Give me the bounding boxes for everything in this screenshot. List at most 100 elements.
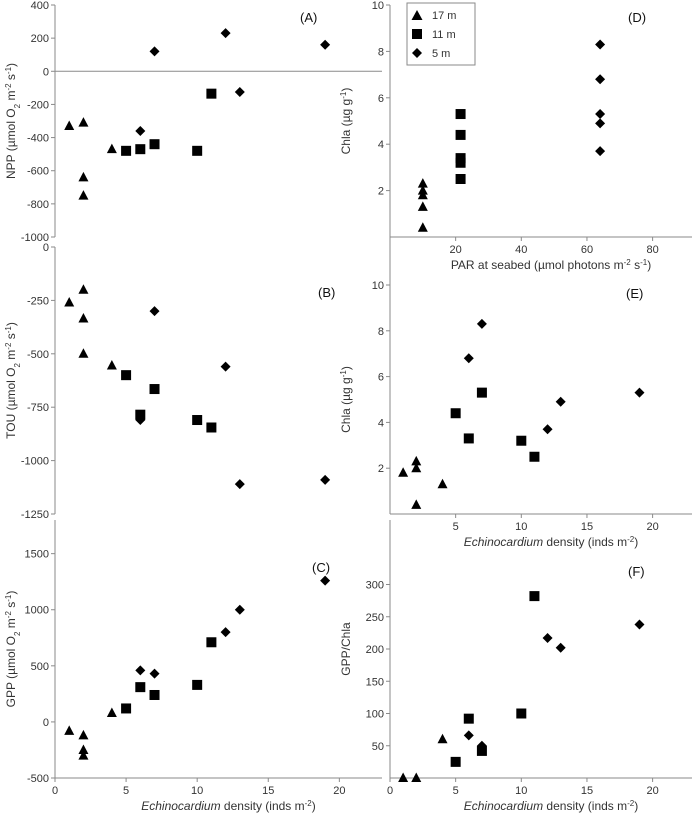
data-point-triangle [411, 462, 422, 473]
data-point-square [516, 435, 527, 446]
y-tick-label: 1500 [25, 549, 49, 561]
x-tick-label: 0 [52, 785, 58, 797]
data-point-triangle [78, 729, 89, 740]
x-tick-label: 10 [515, 521, 527, 533]
data-point-diamond [234, 479, 245, 490]
series-17m [417, 178, 428, 232]
x-axis-title: Echinocardium density (inds m-2) [141, 799, 316, 814]
data-point-square [516, 708, 527, 719]
data-point-square [455, 157, 466, 168]
data-point-diamond [463, 353, 474, 364]
data-point-triangle [64, 297, 75, 307]
data-point-square [206, 422, 217, 433]
y-tick-label: 8 [378, 46, 384, 58]
data-point-diamond [595, 39, 606, 50]
y-tick-label: 1000 [25, 605, 49, 617]
data-point-square [121, 703, 132, 714]
data-point-square [135, 409, 146, 420]
data-point-square [450, 408, 461, 419]
y-axis-title: Chla (µg g-1) [339, 366, 354, 433]
square-marker-icon [412, 29, 422, 39]
x-tick-label: 5 [123, 785, 129, 797]
data-point-square [192, 415, 203, 426]
x-tick-label: 60 [581, 244, 593, 256]
y-axis-title: GPP/Chla [339, 622, 353, 676]
data-point-diamond [234, 87, 245, 97]
legend-item-17m: 17 m [411, 10, 456, 22]
y-tick-label: 250 [366, 612, 384, 624]
data-point-square [149, 689, 160, 700]
data-point-triangle [78, 744, 89, 754]
legend-label-5m: 5 m [432, 48, 450, 60]
series-11m [450, 591, 540, 767]
series-17m [398, 455, 448, 509]
x-tick-label: 10 [515, 785, 527, 797]
panel-label: (B) [318, 285, 335, 300]
x-tick-label: 20 [333, 785, 345, 797]
x-tick-label: 40 [515, 244, 527, 256]
data-point-square [476, 745, 487, 756]
data-point-triangle [64, 725, 75, 735]
data-point-triangle [78, 171, 89, 182]
data-point-square [455, 129, 466, 140]
data-point-square [149, 139, 160, 150]
data-point-triangle [417, 178, 428, 188]
data-point-triangle [64, 120, 75, 130]
x-tick-label: 15 [262, 785, 274, 797]
data-point-square [121, 370, 132, 381]
y-tick-label: 100 [366, 709, 384, 721]
data-point-diamond [595, 146, 606, 157]
y-tick-label: 300 [366, 580, 384, 592]
data-point-square [135, 144, 146, 155]
data-point-diamond [320, 575, 331, 586]
data-point-diamond [149, 668, 160, 679]
data-point-triangle [417, 201, 428, 211]
data-point-diamond [220, 28, 231, 39]
triangle-marker-icon [411, 10, 423, 20]
data-point-square [135, 682, 146, 693]
data-point-diamond [135, 125, 146, 136]
data-point-triangle [437, 478, 448, 489]
legend-label-11m: 11 m [432, 29, 456, 41]
data-point-triangle [106, 360, 117, 370]
data-point-diamond [149, 306, 160, 317]
data-point-square [455, 174, 466, 184]
series-17m [64, 707, 117, 760]
y-tick-label: 4 [378, 417, 384, 429]
y-tick-label: 2 [378, 463, 384, 475]
data-point-triangle [411, 499, 422, 509]
data-point-triangle [78, 750, 89, 760]
diamond-marker-icon [412, 48, 422, 58]
data-point-triangle [398, 772, 409, 782]
data-point-diamond [220, 627, 231, 638]
series-5m [135, 575, 331, 679]
series-17m [64, 284, 117, 370]
data-point-square [450, 756, 461, 767]
data-point-triangle [106, 707, 117, 717]
y-tick-label: 0 [43, 66, 49, 78]
series-17m [398, 733, 448, 782]
y-axis-title: Chla (µg g-1) [339, 88, 354, 155]
y-tick-label: 0 [43, 717, 49, 729]
series-5m [463, 318, 645, 435]
panel-e: 2 4 6 8 10 5 10 15 20 Chla (µg g-1) Echinocardium … [339, 280, 692, 549]
data-point-square [149, 384, 160, 395]
data-point-diamond [320, 39, 331, 50]
data-point-diamond [135, 665, 146, 676]
data-point-diamond [634, 619, 645, 630]
data-point-diamond [555, 396, 566, 407]
data-point-square [206, 88, 217, 99]
y-tick-label: -500 [27, 349, 49, 361]
data-point-square [192, 145, 203, 156]
panel-f: 50 100 150 200 250 300 0 5 10 15 20 GPP/Chla Echinoc… [339, 520, 692, 813]
series-5m [595, 39, 606, 157]
data-point-triangle [417, 222, 428, 232]
data-point-square [463, 713, 474, 724]
y-tick-label: -400 [27, 133, 49, 145]
data-point-triangle [417, 189, 428, 200]
data-point-square [476, 387, 487, 398]
y-tick-label: 10 [372, 0, 384, 12]
y-tick-label: -800 [27, 199, 49, 211]
